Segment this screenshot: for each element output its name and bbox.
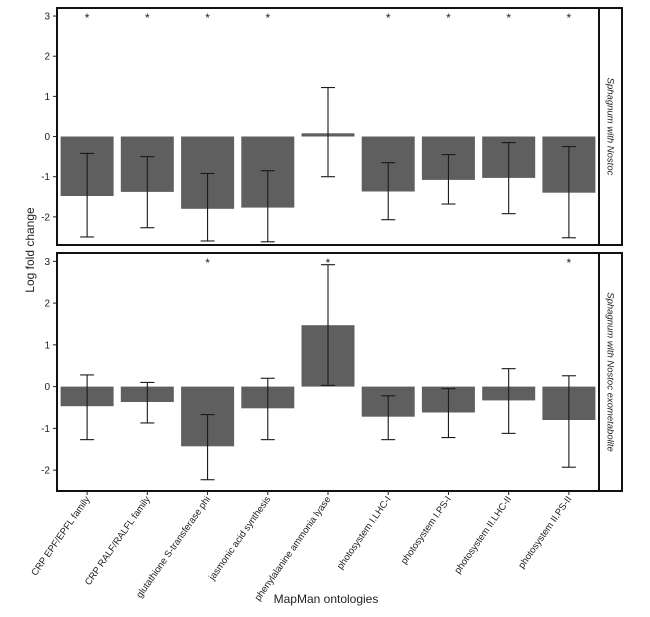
error-bar	[561, 375, 576, 468]
significance-star: *	[205, 11, 210, 25]
y-tick-label: -1	[41, 424, 50, 435]
y-tick-label: -2	[41, 466, 50, 477]
chart-panels: * * * * * * * * -2 -1 0 1 2 3 Sphagnum with Nostoc * * * -…	[41, 7, 623, 495]
error-bar	[80, 152, 95, 238]
y-tick-label: -1	[41, 172, 50, 183]
y-tick-label: 1	[44, 92, 50, 103]
error-bar	[80, 374, 95, 441]
error-bar	[260, 170, 275, 243]
significance-star: *	[386, 11, 391, 25]
y-tick-label: 2	[44, 299, 50, 310]
strip-label-part: Nostoc	[605, 146, 616, 176]
strip-frame	[598, 252, 623, 492]
strip-label-part: exometabolite	[605, 390, 616, 452]
error-bar	[561, 146, 576, 239]
y-tick-label: 0	[44, 382, 50, 393]
y-tick-label: 2	[44, 52, 50, 63]
x-category-label: photosystem I.PS-I	[399, 494, 454, 566]
y-tick-label: -2	[41, 212, 50, 223]
x-category-label: photosystem I.LHC-I	[335, 494, 394, 571]
error-bar	[321, 86, 335, 178]
strip-label-part: with	[605, 124, 616, 146]
error-bar	[321, 264, 335, 386]
error-bar	[381, 395, 396, 441]
error-bar	[140, 381, 155, 424]
x-axis-title: MapMan ontologies	[274, 592, 379, 606]
error-bar	[501, 142, 516, 215]
strip-label-part: Sphagnum	[605, 292, 616, 338]
significance-star: *	[85, 11, 90, 25]
error-bar	[441, 388, 456, 439]
y-tick-label: 3	[44, 257, 50, 268]
panel-1: * * * * * * * * -2 -1 0 1 2 3 Sphagnum with Nostoc	[41, 7, 623, 246]
x-category-label: CRP EPF/EPFL family	[29, 494, 92, 578]
error-bar	[140, 156, 155, 229]
error-bar	[441, 154, 456, 205]
y-tick-label: 1	[44, 340, 50, 351]
y-tick-label: 0	[44, 132, 50, 143]
panel-strip-label: Sphagnum with Nostoc exometabolite	[605, 292, 616, 452]
y-axis-title: Log fold change	[23, 207, 37, 293]
error-bar	[260, 377, 275, 441]
error-bar	[200, 414, 215, 481]
panel-2: * * * -2 -1 0 1 2 3 Sphagnum with Nostoc exometab…	[41, 252, 623, 495]
strip-frame	[598, 7, 623, 246]
significance-star: *	[265, 11, 270, 25]
significance-star: *	[567, 256, 572, 270]
significance-star: *	[205, 256, 210, 270]
x-category-label: photosystem II.PS-II	[516, 494, 574, 570]
strip-label-part: Nostoc	[605, 360, 616, 390]
panel-strip-label: Sphagnum with Nostoc	[605, 78, 616, 176]
significance-star: *	[506, 11, 511, 25]
x-category-label: CRP RALF/RALFL family	[83, 494, 153, 587]
significance-star: *	[567, 11, 572, 25]
error-bar	[501, 368, 516, 434]
significance-star: *	[145, 11, 150, 25]
x-category-label: glutathione S-transferase phi	[134, 494, 213, 600]
strip-label-part: Sphagnum	[605, 78, 616, 124]
strip-label-part: with	[605, 338, 616, 360]
x-category-label: jasmonic acid synthesis	[206, 494, 273, 583]
significance-star: *	[446, 11, 451, 25]
x-category-label: photosystem II.LHC-II	[452, 494, 514, 576]
error-bar	[200, 172, 215, 242]
y-tick-label: 3	[44, 12, 50, 23]
significance-star: *	[326, 256, 331, 270]
error-bar	[381, 162, 396, 221]
